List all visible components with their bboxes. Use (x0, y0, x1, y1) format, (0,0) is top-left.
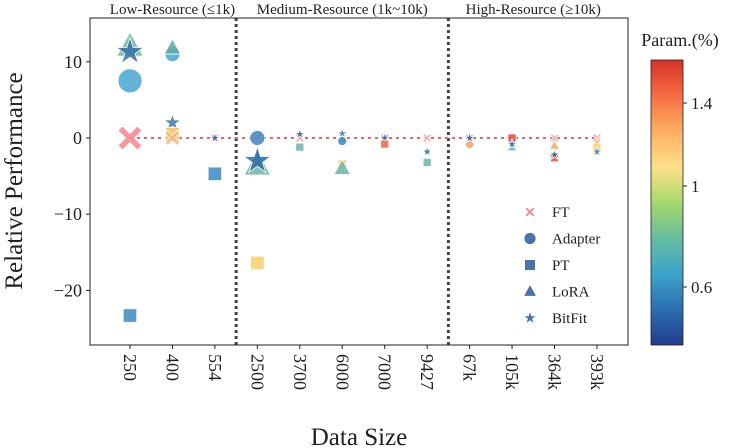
point-bitfit (463, 131, 476, 144)
x-tick-label: 393k (587, 354, 607, 390)
x-tick-label: 7000 (375, 354, 395, 390)
section-label: High-Resource (≥10k) (466, 2, 601, 18)
y-axis-label: Relative Performance (1, 72, 28, 289)
point-bitfit (505, 137, 519, 150)
x-tick-label: 105k (502, 354, 522, 390)
point-pt (250, 255, 265, 271)
x-tick-label: 554 (205, 354, 225, 381)
legend-label: FT (552, 205, 570, 221)
point-adapter (464, 139, 475, 149)
point-lora (163, 38, 182, 55)
colorbar-tick-label: 1 (691, 177, 700, 196)
point-lora (333, 158, 352, 175)
x-tick-label: 250 (120, 354, 140, 381)
point-bitfit (162, 112, 183, 132)
colorbar-label: Param.(%) (641, 30, 718, 51)
point-bitfit (590, 144, 604, 158)
legend-label: BitFit (552, 311, 588, 327)
point-bitfit (420, 144, 434, 158)
x-tick-label: 400 (162, 354, 182, 381)
point-ft (117, 125, 143, 151)
point-ft (549, 132, 560, 144)
point-adapter (249, 130, 266, 146)
x-tick-label: 3700 (290, 354, 310, 390)
colorbar-gradient (650, 59, 684, 346)
x-axis-label: Data Size (311, 424, 407, 448)
point-ft (422, 132, 433, 144)
section-label: Medium-Resource (1k~10k) (257, 2, 428, 18)
point-adapter (337, 136, 348, 146)
point-bitfit (548, 148, 561, 161)
point-bitfit (208, 131, 222, 144)
x-tick-label: 9427 (417, 354, 437, 390)
point-ft (164, 129, 181, 147)
point-pt (122, 308, 138, 323)
legend-marker-lora-icon (522, 283, 538, 297)
y-tick-label: 0 (73, 128, 82, 148)
point-pt (422, 157, 432, 167)
legend-label: PT (552, 258, 570, 274)
colorbar-tick-label: 1.4 (691, 94, 713, 113)
x-tick-label: 67k (460, 354, 480, 381)
legend-marker-bitfit-icon (521, 309, 539, 325)
y-tick-label: −10 (54, 204, 82, 224)
point-bitfit (115, 36, 145, 65)
point-adapter (117, 68, 143, 94)
point-pt (380, 139, 390, 149)
x-tick-label: 364k (545, 354, 565, 390)
y-tick-label: −20 (54, 280, 82, 300)
legend-marker-ft-icon (524, 206, 536, 218)
point-pt (295, 142, 305, 152)
point-bitfit (335, 126, 349, 139)
legend-label: LoRA (552, 285, 590, 301)
legend-marker-adapter-icon (523, 232, 537, 245)
section-label: Low-Resource (≤1k) (110, 2, 235, 18)
x-tick-label: 2500 (247, 354, 267, 390)
legend-label: Adapter (552, 232, 600, 248)
point-bitfit (242, 145, 273, 174)
point-pt (207, 166, 223, 181)
point-bitfit (293, 127, 307, 140)
colorbar-tick-label: 0.6 (691, 278, 712, 297)
y-tick-label: 10 (64, 52, 82, 72)
x-tick-label: 6000 (332, 354, 352, 390)
plot-frame (89, 17, 629, 346)
legend-marker-pt-icon (524, 259, 536, 271)
